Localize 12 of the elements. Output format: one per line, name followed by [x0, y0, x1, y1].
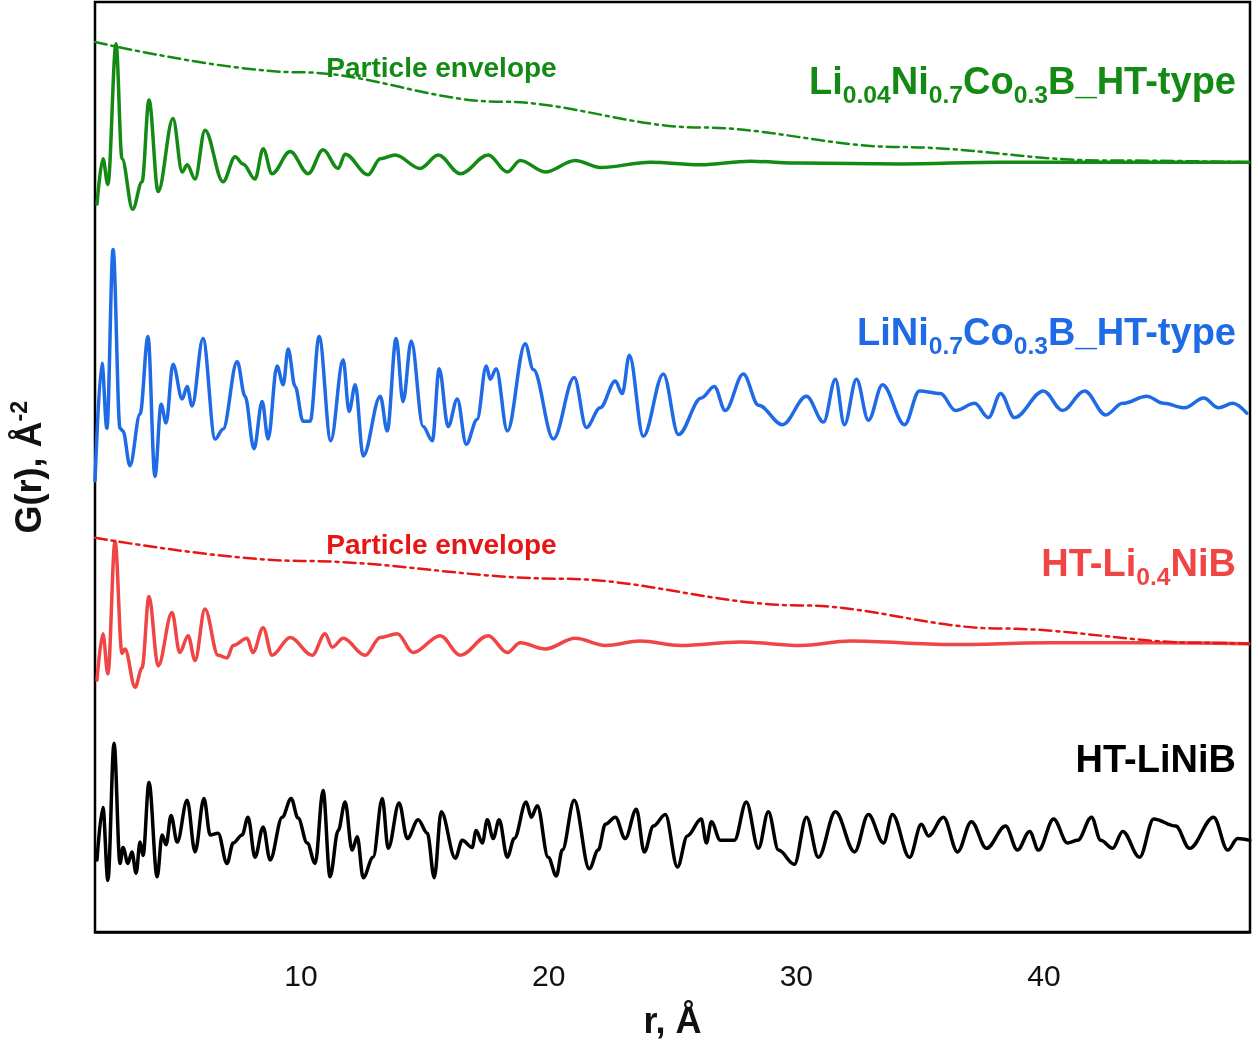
y-axis-title: G(r), Å-2	[6, 400, 49, 534]
series-label: HT-LiNiB	[1075, 738, 1236, 781]
x-tick-label: 40	[1027, 958, 1061, 992]
x-tick-label: 20	[531, 958, 566, 992]
series-label: HT-Li$_{0.4}$NiB	[1041, 541, 1236, 590]
annotation: Particle envelope	[326, 529, 557, 561]
x-tick-label: 10	[284, 958, 318, 992]
series-label: Li$_{0.04}$Ni$_{0.7}$Co$_{0.3}$B_HT-type	[808, 60, 1236, 108]
x-tick-label: 30	[779, 958, 814, 992]
annotation: Particle envelope	[326, 51, 557, 83]
series-label: LiNi$_{0.7}$Co$_{0.3}$B_HT-type	[856, 311, 1236, 359]
x-axis-title: r, Å	[643, 999, 702, 1041]
